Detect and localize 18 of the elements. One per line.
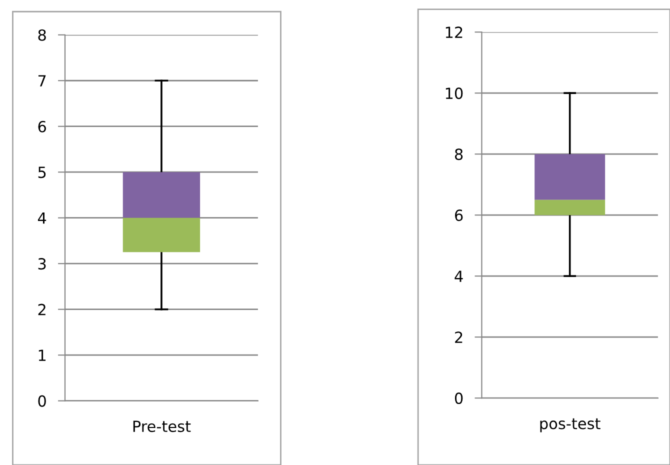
y-tick-label: 8 bbox=[454, 148, 463, 160]
y-tick-label: 0 bbox=[454, 392, 463, 404]
y-tick-label: 6 bbox=[455, 210, 463, 222]
y-tick-label: 1 bbox=[38, 350, 46, 361]
y-tick-label: 3 bbox=[38, 258, 46, 270]
y-tick-label: 0 bbox=[38, 395, 46, 407]
y-tick-label: 6 bbox=[38, 120, 46, 132]
x-tick-label: Pre-test bbox=[133, 420, 191, 432]
y-tick-label: 5 bbox=[38, 166, 46, 178]
x-tick-label: pos-test bbox=[540, 418, 600, 432]
y-tick-label: 10 bbox=[446, 88, 463, 100]
y-tick-label: 7 bbox=[38, 75, 46, 86]
y-tick-label: 4 bbox=[454, 270, 463, 282]
y-tick-label: 4 bbox=[38, 212, 46, 224]
y-tick-label: 2 bbox=[455, 332, 462, 343]
y-tick-label: 12 bbox=[446, 26, 462, 38]
y-tick-label: 8 bbox=[38, 29, 46, 41]
y-tick-label: 2 bbox=[38, 304, 46, 316]
